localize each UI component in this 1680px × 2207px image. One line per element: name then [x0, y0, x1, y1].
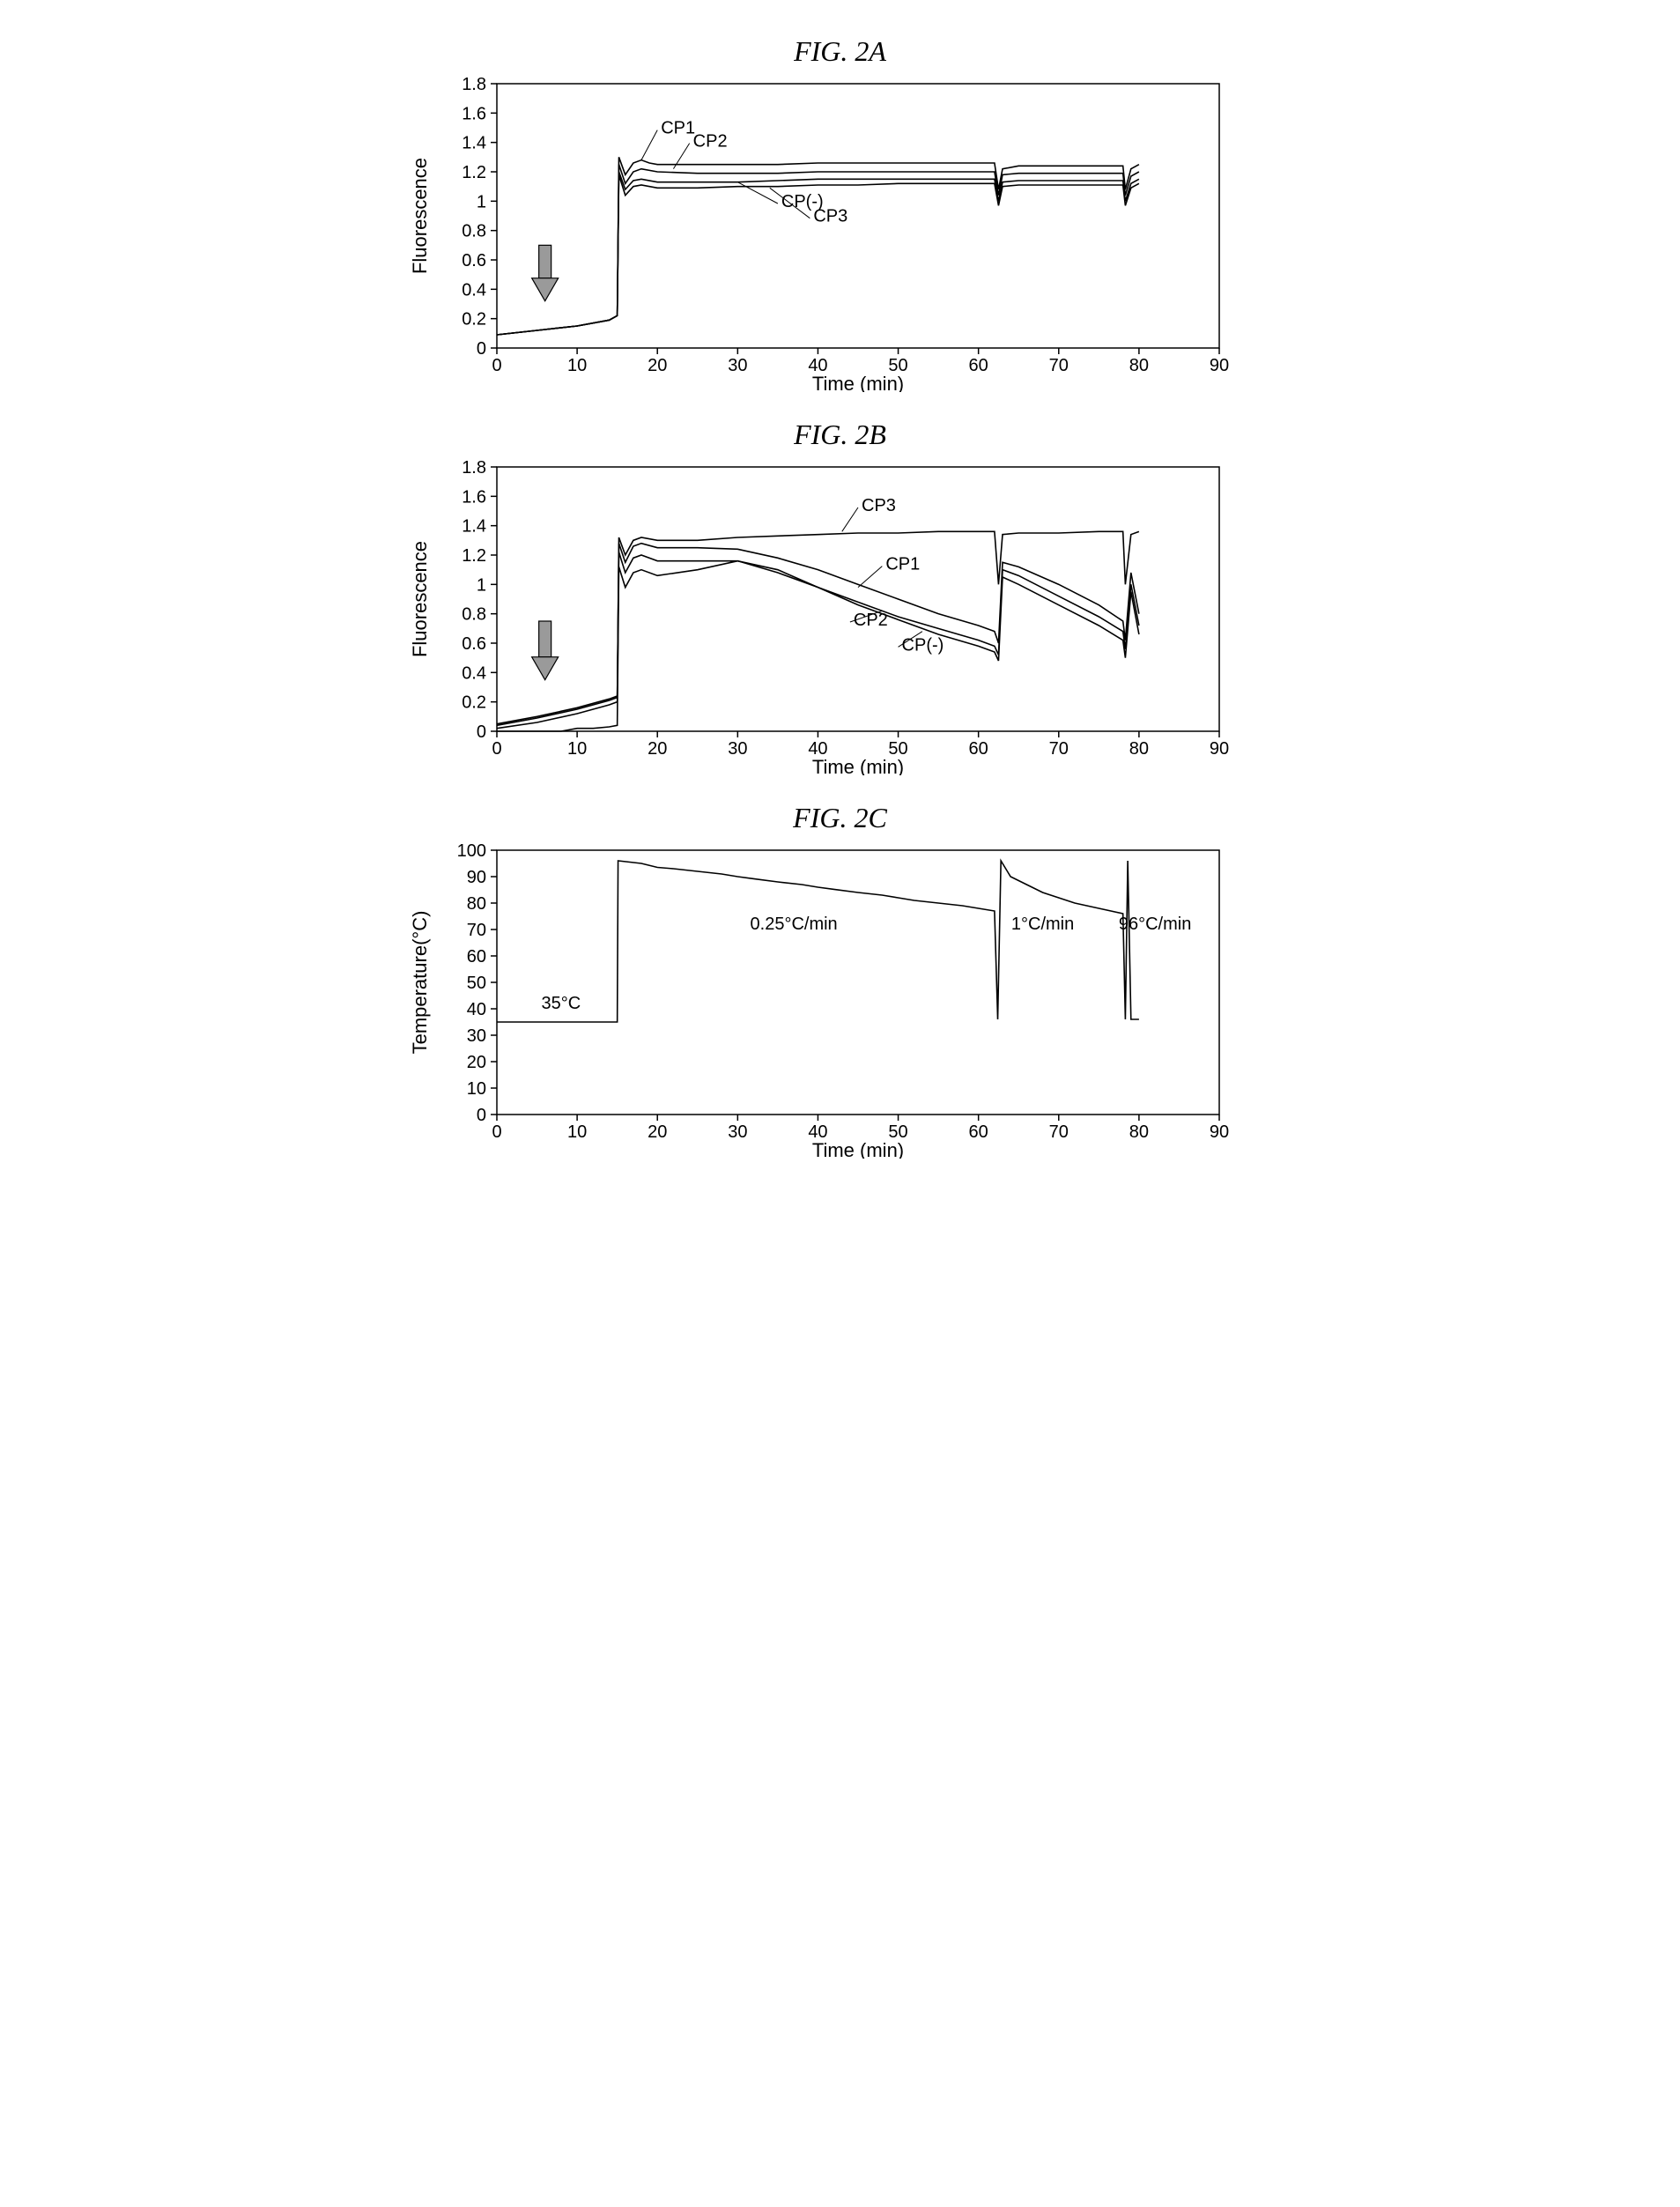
down-arrow-icon: [531, 278, 558, 301]
arrow-shaft: [538, 245, 551, 278]
y-tick-label: 0: [476, 1106, 485, 1125]
panel-a-title: FIG. 2A: [400, 35, 1281, 68]
x-tick-label: 0: [492, 356, 501, 375]
x-tick-label: 70: [1048, 1122, 1068, 1142]
x-tick-label: 30: [728, 739, 747, 759]
y-tick-label: 0.4: [462, 663, 486, 683]
leader-line: [737, 182, 778, 204]
arrow-shaft: [538, 621, 551, 657]
y-tick-label: 1.2: [462, 546, 486, 566]
x-tick-label: 90: [1209, 356, 1228, 375]
annotation: 1°C/min: [1010, 915, 1073, 934]
x-tick-label: 20: [648, 1122, 667, 1142]
x-tick-label: 10: [566, 739, 586, 759]
panel-c-chart: 0102030405060708090010203040506070809010…: [400, 841, 1281, 1159]
y-tick-label: 0.8: [462, 605, 486, 625]
y-tick-label: 40: [466, 1000, 485, 1019]
x-tick-label: 60: [968, 739, 988, 759]
series-CP2: [497, 165, 1139, 335]
x-tick-label: 20: [648, 356, 667, 375]
x-tick-label: 60: [968, 356, 988, 375]
x-tick-label: 30: [728, 356, 747, 375]
x-tick-label: 30: [728, 1122, 747, 1142]
y-tick-label: 20: [466, 1053, 485, 1072]
series-CP3: [497, 531, 1139, 723]
y-tick-label: 100: [456, 841, 485, 861]
series-label-CP(-): CP(-): [901, 635, 944, 655]
y-tick-label: 0.6: [462, 634, 486, 654]
panel-a-svg: 010203040506070809000.20.40.60.811.21.41…: [400, 75, 1254, 392]
x-tick-label: 0: [492, 739, 501, 759]
panel-b-svg: 010203040506070809000.20.40.60.811.21.41…: [400, 458, 1254, 775]
y-tick-label: 0.8: [462, 222, 486, 241]
panel-c: FIG. 2C 01020304050607080900102030405060…: [400, 802, 1281, 1159]
annotation: 35°C: [541, 994, 581, 1013]
annotation: 0.25°C/min: [750, 915, 837, 934]
panel-c-title: FIG. 2C: [400, 802, 1281, 834]
x-tick-label: 70: [1048, 739, 1068, 759]
y-tick-label: 1.6: [462, 104, 486, 123]
x-axis-label: Time (min): [811, 1139, 903, 1159]
x-tick-label: 10: [566, 356, 586, 375]
series-CP2: [497, 552, 1139, 729]
panel-a: FIG. 2A 010203040506070809000.20.40.60.8…: [400, 35, 1281, 392]
panel-a-chart: 010203040506070809000.20.40.60.811.21.41…: [400, 75, 1281, 392]
y-tick-label: 1.8: [462, 75, 486, 94]
x-tick-label: 80: [1129, 1122, 1148, 1142]
y-tick-label: 0: [476, 722, 485, 742]
y-axis-label: Fluorescence: [409, 541, 431, 657]
x-tick-label: 80: [1129, 739, 1148, 759]
leader-line: [858, 567, 882, 588]
x-tick-label: 20: [648, 739, 667, 759]
panel-b: FIG. 2B 010203040506070809000.20.40.60.8…: [400, 418, 1281, 775]
x-axis-label: Time (min): [811, 373, 903, 392]
y-tick-label: 80: [466, 894, 485, 914]
y-tick-label: 0: [476, 339, 485, 359]
series-label-CP1: CP1: [661, 119, 695, 138]
y-tick-label: 1.4: [462, 517, 486, 537]
x-tick-label: 70: [1048, 356, 1068, 375]
y-tick-label: 1.2: [462, 163, 486, 182]
panel-b-chart: 010203040506070809000.20.40.60.811.21.41…: [400, 458, 1281, 775]
down-arrow-icon: [531, 657, 558, 680]
y-axis-label: Temperature(°C): [409, 911, 431, 1055]
figure-container: FIG. 2A 010203040506070809000.20.40.60.8…: [400, 35, 1281, 1159]
y-tick-label: 1.8: [462, 458, 486, 478]
annotation: 96°C/min: [1118, 915, 1190, 934]
y-tick-label: 70: [466, 921, 485, 940]
y-tick-label: 10: [466, 1079, 485, 1099]
y-tick-label: 0.2: [462, 310, 486, 330]
series-label-CP3: CP3: [862, 496, 896, 515]
y-tick-label: 50: [466, 974, 485, 993]
y-axis-label: Fluorescence: [409, 158, 431, 274]
x-tick-label: 80: [1129, 356, 1148, 375]
y-tick-label: 90: [466, 868, 485, 887]
y-tick-label: 0.2: [462, 693, 486, 713]
y-tick-label: 1: [476, 575, 485, 595]
leader-line: [841, 507, 857, 531]
leader-line: [641, 130, 657, 160]
x-tick-label: 90: [1209, 1122, 1228, 1142]
x-axis-label: Time (min): [811, 756, 903, 775]
y-tick-label: 1.6: [462, 487, 486, 507]
x-tick-label: 90: [1209, 739, 1228, 759]
series-label-CP3: CP3: [813, 207, 847, 226]
x-tick-label: 0: [492, 1122, 501, 1142]
y-tick-label: 30: [466, 1026, 485, 1046]
series-label-CP1: CP1: [885, 555, 920, 574]
series-CP1: [497, 544, 1139, 726]
y-tick-label: 0.6: [462, 251, 486, 270]
series-label-CP2: CP2: [692, 132, 727, 152]
y-tick-label: 1: [476, 192, 485, 211]
series-CP(-): [497, 561, 1139, 731]
x-tick-label: 60: [968, 1122, 988, 1142]
panel-c-svg: 0102030405060708090010203040506070809010…: [400, 841, 1254, 1159]
y-tick-label: 0.4: [462, 280, 486, 300]
y-tick-label: 60: [466, 947, 485, 966]
panel-b-title: FIG. 2B: [400, 418, 1281, 451]
series-CP1: [497, 157, 1139, 335]
y-tick-label: 1.4: [462, 134, 486, 153]
x-tick-label: 10: [566, 1122, 586, 1142]
series-temperature-profile: [497, 861, 1139, 1022]
